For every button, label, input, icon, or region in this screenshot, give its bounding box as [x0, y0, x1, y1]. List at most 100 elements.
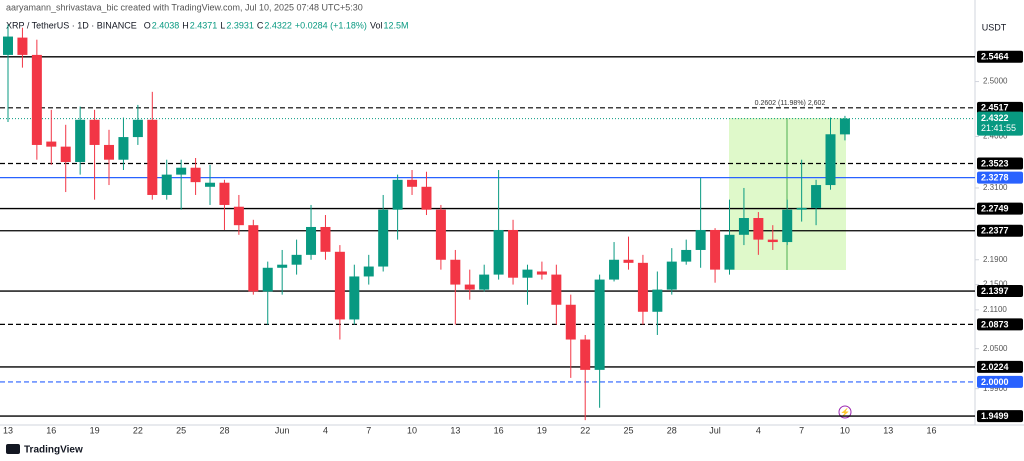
candle-body: [464, 284, 475, 290]
level-label: 2.0873: [981, 319, 1009, 329]
x-tick-label: 4: [756, 425, 761, 435]
candle-body: [233, 206, 244, 226]
candle-body: [753, 218, 764, 240]
level-label: 2.4517: [981, 103, 1009, 113]
candle-body: [609, 259, 620, 280]
y-tick-label: 2.0500: [983, 344, 1008, 353]
level-label-box: [977, 171, 1023, 184]
candle-body: [724, 234, 735, 270]
x-tick-label: Jun: [275, 425, 290, 435]
y-tick-label: 2.5000: [983, 77, 1008, 86]
candle-body: [710, 229, 721, 270]
event-icon-glyph: ⚡: [840, 407, 850, 417]
level-label-box: [977, 50, 1023, 63]
x-tick-label: 22: [133, 425, 143, 435]
candle-body: [31, 54, 42, 145]
candle-body: [349, 276, 360, 320]
level-label-box: [977, 224, 1023, 237]
level-label: 2.2749: [981, 203, 1009, 213]
candle-body: [118, 137, 129, 160]
x-tick-label: 22: [580, 425, 590, 435]
candle-body: [407, 179, 418, 187]
change: +0.0284 (+1.18%): [295, 20, 367, 30]
candle-body: [205, 182, 216, 187]
currency: USDT: [982, 22, 1007, 32]
candle-body: [147, 119, 158, 195]
candle-body: [277, 264, 288, 268]
candle-body: [594, 279, 605, 370]
candle-body: [75, 119, 86, 162]
symbol: XRP / TetherUS · 1D · BINANCE: [6, 20, 137, 30]
x-tick-label: 10: [407, 425, 417, 435]
y-tick-label: 2.1500: [983, 280, 1008, 289]
ohlc-value: 2.4371: [190, 20, 218, 30]
level-label: 2.2377: [981, 226, 1009, 236]
x-tick-label: 16: [46, 425, 56, 435]
x-tick-label: 7: [366, 425, 371, 435]
candle-body: [320, 226, 331, 252]
ohlc-label: L: [220, 20, 225, 30]
candle-body: [17, 37, 28, 55]
candle-body: [378, 209, 389, 267]
level-label-box: [977, 202, 1023, 215]
candle-body: [176, 167, 187, 175]
x-tick-label: 25: [176, 425, 186, 435]
candle-body: [46, 141, 57, 147]
ohlc-value: 2.4038: [152, 20, 180, 30]
candle-body: [825, 134, 836, 186]
measure-label: 0.2602 (11.98%) 2,602: [755, 100, 826, 107]
level-label: 2.1397: [981, 286, 1009, 296]
candle-body: [623, 259, 634, 263]
candle-body: [291, 254, 302, 265]
countdown: 21:41:55: [981, 123, 1016, 133]
x-tick-label: 16: [494, 425, 504, 435]
x-tick-label: 13: [3, 425, 13, 435]
credit: aaryamann_shrivastava_bic created with T…: [6, 2, 363, 12]
candle-body: [60, 146, 71, 162]
volume: 12.5M: [383, 20, 408, 30]
candle-body: [132, 119, 143, 138]
x-tick-label: 13: [883, 425, 893, 435]
level-label-box: [977, 101, 1023, 114]
candle-body: [493, 229, 504, 275]
candle-body: [450, 259, 461, 285]
event-icon[interactable]: [838, 405, 852, 419]
x-tick-label: 25: [623, 425, 633, 435]
candle-body: [392, 179, 403, 210]
candle-body: [306, 226, 317, 255]
candle-body: [190, 167, 201, 183]
last-price-box: [977, 111, 1023, 136]
x-tick-label: 28: [219, 425, 229, 435]
x-tick-label: 28: [667, 425, 677, 435]
candle-body: [104, 144, 115, 160]
level-label-box: [977, 318, 1023, 331]
candle-body: [796, 207, 807, 210]
last-price-label: 2.4322: [981, 113, 1009, 123]
y-tick-label: 2.3100: [983, 183, 1008, 192]
level-label: 2.3278: [981, 173, 1009, 183]
candle-body: [508, 229, 519, 278]
candle-body: [479, 274, 490, 290]
x-tick-label: 7: [799, 425, 804, 435]
x-tick-label: 13: [450, 425, 460, 435]
candle-body: [580, 339, 591, 370]
level-label-box: [977, 360, 1023, 373]
candle-body: [681, 249, 692, 262]
level-label: 1.9499: [981, 411, 1009, 421]
brand: TradingView: [24, 445, 83, 456]
candle-body: [262, 267, 273, 292]
ohlc-value: 2.3931: [226, 20, 254, 30]
candle-body: [637, 262, 648, 312]
level-label-box: [977, 285, 1023, 298]
candle-body: [248, 225, 259, 292]
candle-body: [782, 209, 793, 243]
candle-body: [363, 266, 374, 277]
level-label: 2.5464: [981, 52, 1009, 62]
y-tick-label: 2.4000: [983, 132, 1008, 141]
x-tick-label: Jul: [709, 425, 721, 435]
candle-body: [334, 251, 345, 320]
ohlc-label: C: [257, 20, 264, 30]
level-label-box: [977, 410, 1023, 423]
x-tick-label: 4: [323, 425, 328, 435]
